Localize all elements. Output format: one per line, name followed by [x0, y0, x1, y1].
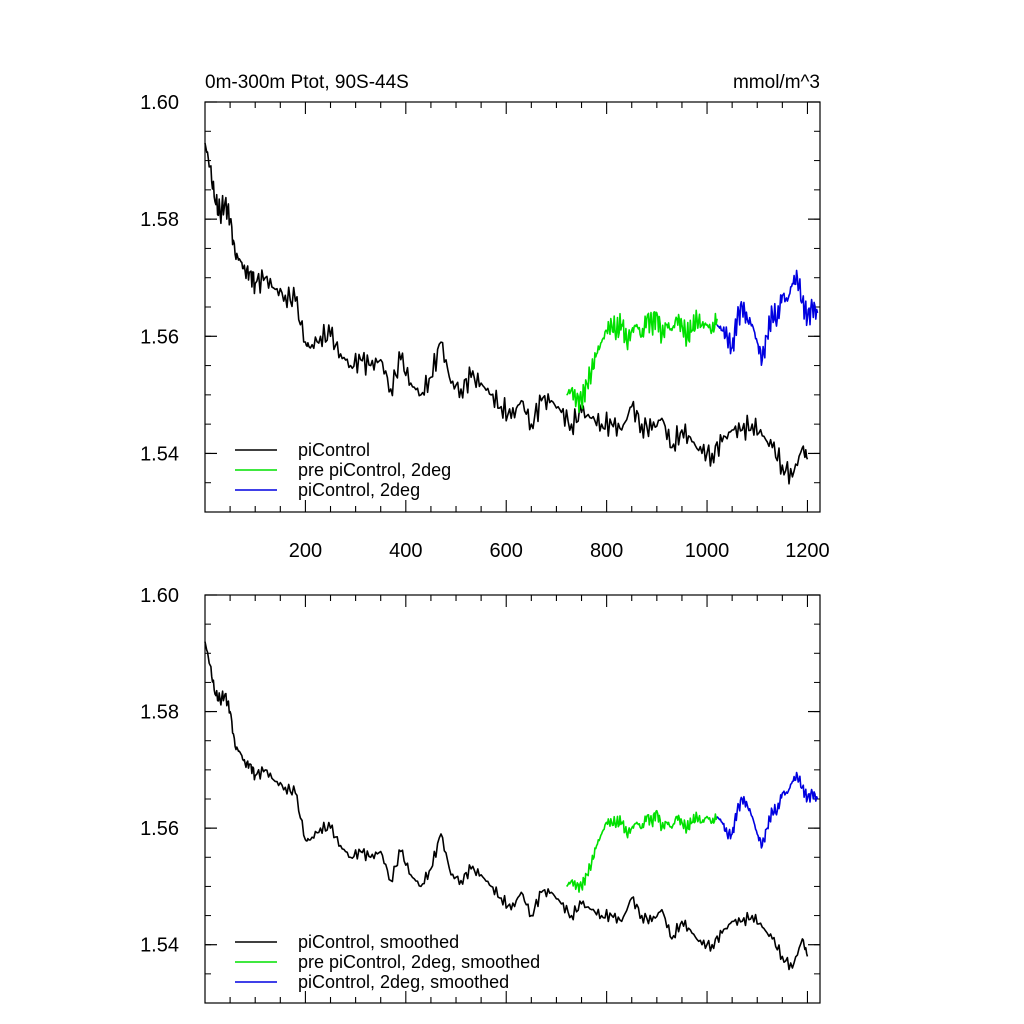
x-tick-label: 600: [490, 540, 523, 562]
y-tick-label: 1.60: [140, 585, 179, 607]
legend-label: piControl, 2deg, smoothed: [298, 972, 509, 992]
series-line-pre-picontrol-2deg: [566, 309, 718, 414]
chart-panel-top: 1.54 1.56 1.58 1.60 200 400 600 800 1000 1200 piCo…: [140, 92, 830, 562]
legend-label: pre piControl, 2deg: [298, 460, 451, 480]
y-tick-label: 1.54: [140, 935, 179, 957]
y-tick-label: 1.58: [140, 209, 179, 231]
series-line-picontrol-2deg: [716, 269, 819, 367]
x-tick-label: 1000: [685, 540, 730, 562]
x-tick-label: 1200: [785, 540, 830, 562]
series-line-picontrol: [204, 142, 809, 485]
y-tick-label: 1.56: [140, 326, 179, 348]
legend-label: piControl, 2deg: [298, 480, 420, 500]
series-line-pre-picontrol-2deg-smoothed: [566, 809, 718, 893]
series-line-picontrol-2deg-smoothed: [716, 771, 819, 849]
series-line-picontrol-smoothed: [204, 641, 809, 971]
x-tick-label: 200: [289, 540, 322, 562]
y-tick-label: 1.60: [140, 92, 179, 114]
y-tick-label: 1.56: [140, 818, 179, 840]
legend-label: piControl: [298, 440, 370, 460]
chart-title-left: 0m-300m Ptot, 90S-44S: [205, 72, 409, 93]
y-tick-label: 1.58: [140, 702, 179, 724]
chart-title-right: mmol/m^3: [733, 72, 820, 93]
x-tick-label: 800: [590, 540, 623, 562]
legend-label: piControl, smoothed: [298, 932, 459, 952]
legend-label: pre piControl, 2deg, smoothed: [298, 952, 540, 972]
y-tick-label: 1.54: [140, 443, 179, 465]
x-tick-label: 400: [389, 540, 422, 562]
